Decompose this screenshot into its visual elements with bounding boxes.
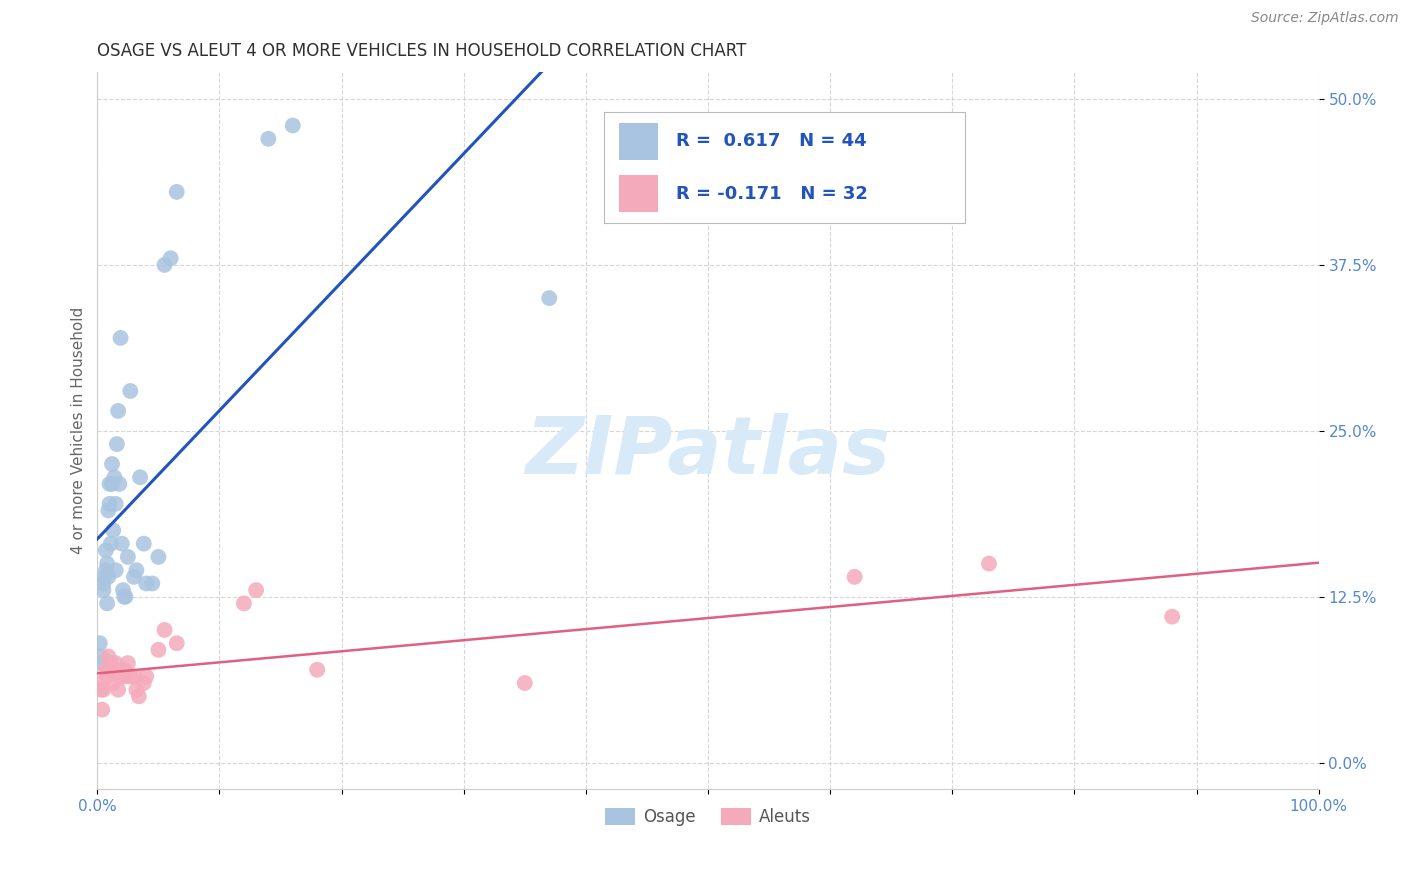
- Point: [148, 643, 170, 657]
- Point: [245, 583, 267, 598]
- Point: [112, 590, 135, 604]
- Point: [91, 702, 114, 716]
- Point: [110, 331, 132, 345]
- Point: [103, 470, 125, 484]
- Point: [166, 185, 188, 199]
- Point: [132, 536, 155, 550]
- Point: [98, 663, 121, 677]
- Point: [538, 291, 561, 305]
- Point: [91, 656, 114, 670]
- Point: [98, 497, 121, 511]
- Point: [94, 543, 117, 558]
- Point: [125, 563, 148, 577]
- Point: [100, 536, 122, 550]
- Point: [98, 477, 121, 491]
- Legend: Osage, Aleuts: Osage, Aleuts: [596, 800, 820, 835]
- Point: [281, 119, 304, 133]
- Point: [94, 663, 117, 677]
- Text: ZIPatlas: ZIPatlas: [526, 413, 890, 491]
- Point: [153, 623, 176, 637]
- Point: [93, 682, 115, 697]
- Point: [114, 590, 136, 604]
- Point: [153, 258, 176, 272]
- Point: [107, 682, 129, 697]
- Point: [90, 682, 112, 697]
- Point: [257, 132, 280, 146]
- Point: [97, 503, 120, 517]
- Point: [97, 570, 120, 584]
- Point: [114, 669, 136, 683]
- Point: [122, 570, 145, 584]
- Point: [108, 477, 131, 491]
- Point: [132, 676, 155, 690]
- Point: [148, 549, 170, 564]
- Point: [104, 497, 127, 511]
- Point: [125, 682, 148, 697]
- Point: [111, 536, 134, 550]
- Point: [101, 477, 124, 491]
- Text: Source: ZipAtlas.com: Source: ZipAtlas.com: [1251, 11, 1399, 25]
- Point: [96, 557, 118, 571]
- Point: [128, 690, 150, 704]
- Point: [120, 669, 142, 683]
- Point: [112, 663, 135, 677]
- Point: [90, 649, 112, 664]
- Point: [101, 457, 124, 471]
- Point: [135, 576, 157, 591]
- Point: [159, 252, 181, 266]
- Point: [166, 636, 188, 650]
- Y-axis label: 4 or more Vehicles in Household: 4 or more Vehicles in Household: [72, 307, 86, 555]
- Point: [94, 563, 117, 577]
- Point: [844, 570, 866, 584]
- Point: [93, 583, 115, 598]
- Point: [513, 676, 536, 690]
- Point: [141, 576, 163, 591]
- Point: [89, 676, 111, 690]
- Point: [129, 470, 152, 484]
- Point: [93, 576, 115, 591]
- Point: [103, 524, 125, 538]
- Point: [107, 404, 129, 418]
- Point: [135, 669, 157, 683]
- Point: [103, 676, 125, 690]
- Point: [104, 563, 127, 577]
- Point: [977, 557, 1000, 571]
- Point: [122, 669, 145, 683]
- Point: [97, 649, 120, 664]
- Point: [1161, 609, 1184, 624]
- Point: [100, 656, 122, 670]
- Point: [232, 596, 254, 610]
- Text: OSAGE VS ALEUT 4 OR MORE VEHICLES IN HOUSEHOLD CORRELATION CHART: OSAGE VS ALEUT 4 OR MORE VEHICLES IN HOU…: [97, 42, 747, 60]
- Point: [96, 596, 118, 610]
- Point: [307, 663, 329, 677]
- Point: [104, 656, 127, 670]
- Point: [120, 384, 142, 398]
- Point: [117, 656, 139, 670]
- Point: [96, 669, 118, 683]
- Point: [105, 437, 128, 451]
- Point: [110, 669, 132, 683]
- Point: [117, 549, 139, 564]
- Point: [89, 636, 111, 650]
- Point: [93, 570, 115, 584]
- Point: [111, 583, 134, 598]
